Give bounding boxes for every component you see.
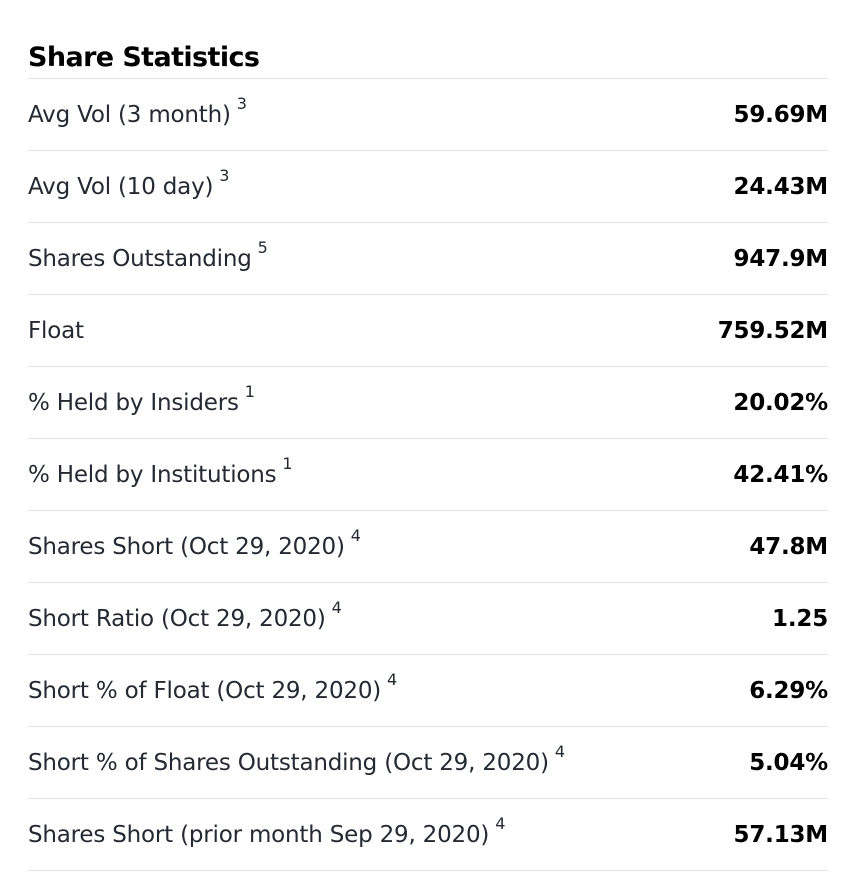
row-label: Shares Short (Oct 29, 2020) 4 — [28, 510, 692, 583]
footnote-marker: 3 — [219, 165, 230, 185]
row-value: 24.43M — [691, 150, 828, 223]
row-value: 1.25 — [691, 582, 828, 655]
table-row: Shares Short (prior month Sep 29, 2020) 4… — [28, 798, 828, 871]
share-statistics-panel: Share Statistics Avg Vol (3 month) 3 59.6… — [28, 38, 828, 871]
row-label: Short Ratio (Oct 29, 2020) 4 — [28, 582, 692, 655]
footnote-marker: 1 — [282, 453, 293, 473]
section-title: Share Statistics — [28, 42, 260, 73]
row-value: 57.13M — [691, 798, 828, 871]
row-label: Avg Vol (3 month) 3 — [28, 78, 692, 151]
row-label: Short % of Shares Outstanding (Oct 29, 2… — [28, 726, 692, 799]
table-row: Float 759.52M — [28, 294, 828, 367]
row-value: 42.41% — [691, 438, 828, 511]
table-row: Short % of Shares Outstanding (Oct 29, 2… — [28, 726, 828, 799]
row-label: Short % of Float (Oct 29, 2020) 4 — [28, 654, 692, 727]
table-row: Shares Outstanding 5 947.9M — [28, 222, 828, 295]
row-label: Shares Short (prior month Sep 29, 2020) 4 — [28, 798, 692, 871]
row-label: % Held by Insiders 1 — [28, 366, 692, 439]
share-statistics-table: Avg Vol (3 month) 3 59.69M Avg Vol (10 da… — [28, 78, 828, 871]
table-row: Short % of Float (Oct 29, 2020) 4 6.29% — [28, 654, 828, 727]
row-value: 59.69M — [691, 78, 828, 151]
footnote-marker: 4 — [554, 741, 565, 761]
row-label: Shares Outstanding 5 — [28, 222, 692, 295]
row-label: Float — [28, 294, 692, 367]
row-value: 6.29% — [691, 654, 828, 727]
row-value: 947.9M — [691, 222, 828, 295]
footnote-marker: 1 — [244, 381, 255, 401]
row-value: 47.8M — [691, 510, 828, 583]
footnote-marker: 4 — [350, 525, 361, 545]
table-row: Shares Short (Oct 29, 2020) 4 47.8M — [28, 510, 828, 583]
footnote-marker: 5 — [257, 237, 268, 257]
row-value: 20.02% — [691, 366, 828, 439]
table-row: % Held by Institutions 1 42.41% — [28, 438, 828, 511]
footnote-marker: 4 — [331, 597, 342, 617]
table-row: Avg Vol (10 day) 3 24.43M — [28, 150, 828, 223]
row-label: % Held by Institutions 1 — [28, 438, 692, 511]
table-row: Avg Vol (3 month) 3 59.69M — [28, 78, 828, 151]
table-row: Short Ratio (Oct 29, 2020) 4 1.25 — [28, 582, 828, 655]
row-value: 5.04% — [691, 726, 828, 799]
row-value: 759.52M — [691, 294, 828, 367]
table-row: % Held by Insiders 1 20.02% — [28, 366, 828, 439]
footnote-marker: 4 — [495, 813, 506, 833]
footnote-marker: 3 — [236, 93, 247, 113]
footnote-marker: 4 — [387, 669, 398, 689]
row-label: Avg Vol (10 day) 3 — [28, 150, 692, 223]
